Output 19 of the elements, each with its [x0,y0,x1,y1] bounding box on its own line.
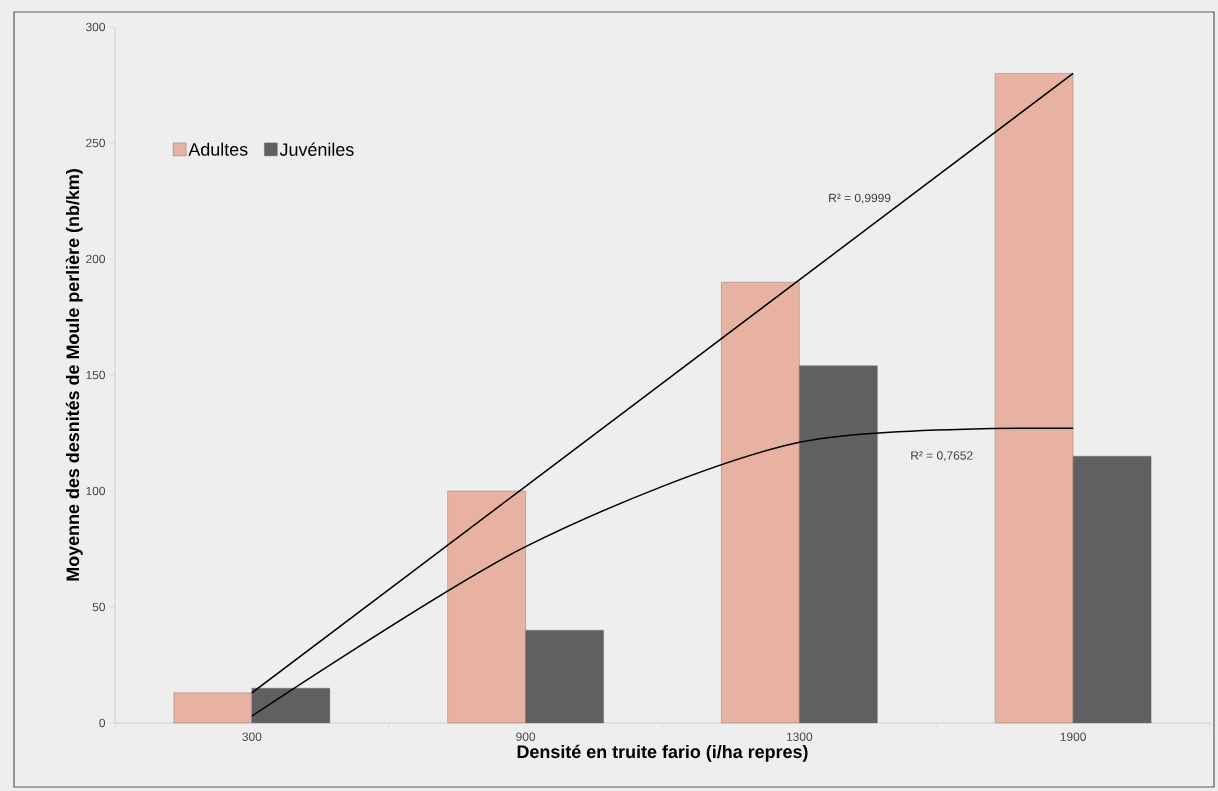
y-axis-title: Moyenne des desnités de Moule perlière (nb/km) [65,169,83,581]
line-series [251,427,1074,717]
legend-label: Adultes [188,142,248,156]
legend-label: Juvéniles [279,142,354,156]
y-tick-label: 300 [85,22,106,32]
x-axis-title: Densité en truite fario (i/ha repres) [517,744,808,762]
line-series [251,72,1074,694]
y-tick-label: 0 [99,718,106,728]
x-tick-label: 900 [516,732,536,741]
y-tick-label: 150 [86,370,106,380]
annotation: R² = 0,9999 [829,193,891,204]
y-tick-label: 50 [92,602,106,612]
y-tick-label: 200 [86,254,106,264]
annotation: R² = 0,7652 [911,451,973,462]
x-tick-label: 1900 [1060,732,1086,741]
x-tick-label: 1300 [786,732,813,741]
x-tick-label: 300 [242,732,262,741]
y-tick-label: 100 [86,486,106,496]
y-tick-label: 250 [86,138,106,148]
